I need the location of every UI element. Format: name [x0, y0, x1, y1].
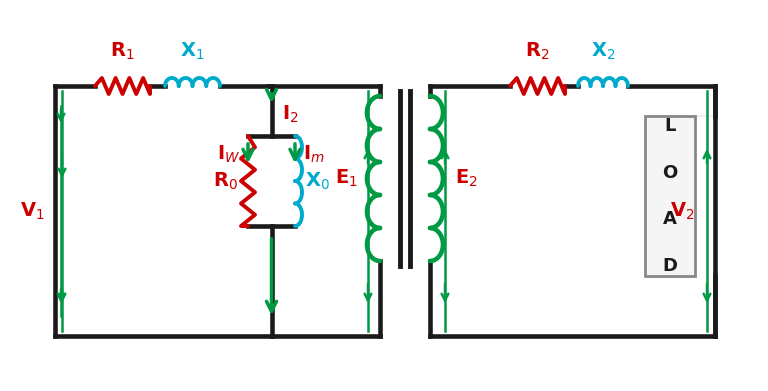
Text: R$_2$: R$_2$ — [525, 41, 550, 62]
Text: E$_2$: E$_2$ — [455, 168, 478, 189]
Text: X$_2$: X$_2$ — [591, 41, 615, 62]
Text: I$_W$: I$_W$ — [217, 143, 240, 165]
Text: I$_m$: I$_m$ — [303, 143, 325, 165]
Text: L: L — [664, 117, 676, 135]
Text: X$_1$: X$_1$ — [180, 41, 205, 62]
Text: V$_2$: V$_2$ — [670, 200, 695, 222]
Text: O: O — [662, 164, 677, 182]
Text: I$_2$: I$_2$ — [282, 103, 298, 125]
FancyBboxPatch shape — [645, 116, 695, 276]
Text: R$_1$: R$_1$ — [111, 41, 135, 62]
Text: V$_1$: V$_1$ — [20, 200, 45, 222]
Text: R$_0$: R$_0$ — [213, 170, 238, 192]
Text: X$_0$: X$_0$ — [305, 170, 330, 192]
Text: E$_1$: E$_1$ — [335, 168, 358, 189]
Text: D: D — [663, 257, 677, 275]
Text: A: A — [663, 210, 677, 228]
